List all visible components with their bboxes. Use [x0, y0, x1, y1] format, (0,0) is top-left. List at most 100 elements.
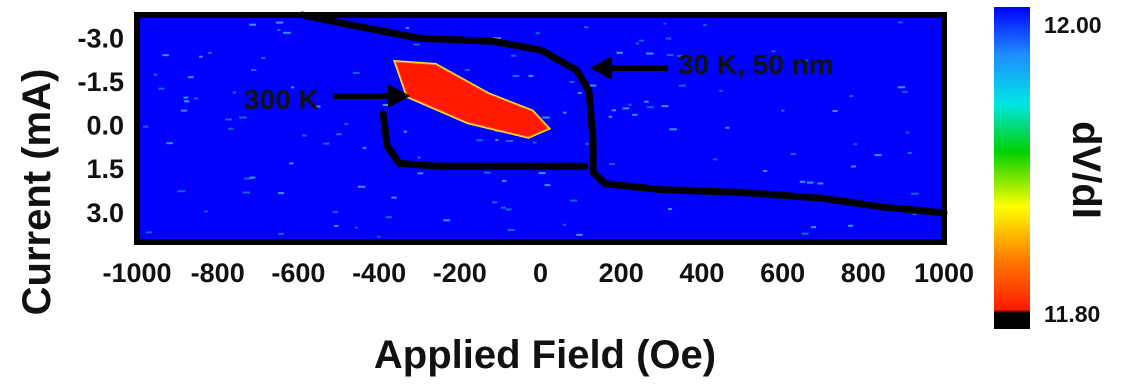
- heatmap-cell: [799, 180, 806, 183]
- heatmap-cell: [357, 185, 366, 188]
- heatmap-cell: [500, 206, 506, 209]
- heatmap-cell: [277, 29, 281, 31]
- heatmap-cell: [562, 111, 567, 114]
- heatmap-cell: [208, 51, 212, 54]
- heatmap-cell: [334, 225, 339, 227]
- heatmap-cell: [507, 228, 515, 231]
- x-tick-label: 600: [760, 258, 805, 288]
- heatmap-cell: [162, 54, 169, 57]
- heatmap-cell: [807, 181, 814, 184]
- heatmap-cell: [646, 106, 654, 109]
- heatmap-cell: [417, 156, 421, 159]
- heatmap-cell: [143, 125, 149, 128]
- heatmap-cell: [244, 177, 252, 180]
- heatmap-cell: [505, 140, 514, 142]
- heatmap-cell: [194, 97, 199, 100]
- heatmap-cell: [849, 95, 854, 98]
- heatmap-cell: [562, 223, 567, 226]
- annotations-layer: 300 K 30 K, 50 nm: [244, 49, 834, 115]
- heatmap-cell: [611, 109, 616, 112]
- heatmap-cell: [158, 87, 165, 90]
- y-tick-label: 1.5: [86, 154, 124, 184]
- heatmap-cell: [204, 210, 208, 213]
- heatmap-cell: [153, 73, 158, 76]
- y-axis-ticks: -3.0 -1.5 0.0 1.5 3.0: [77, 23, 124, 228]
- heatmap-cell: [666, 54, 674, 57]
- colorbar-gradient: [994, 7, 1030, 329]
- heatmap-cell: [632, 113, 638, 116]
- y-tick-label: -1.5: [77, 67, 124, 97]
- x-tick-label: -800: [191, 258, 245, 288]
- heatmap-cell: [177, 190, 186, 193]
- switching-curve-1: [298, 11, 948, 217]
- heatmap-cell: [725, 126, 730, 129]
- heatmap-cell: [907, 152, 913, 154]
- x-tick-label: -400: [352, 258, 406, 288]
- heatmap-cell: [332, 211, 339, 214]
- heatmap-cell: [665, 37, 672, 40]
- heatmap-cell: [532, 141, 537, 144]
- x-tick-label: -200: [433, 258, 487, 288]
- heatmap-cell: [501, 179, 507, 182]
- heatmap-cell: [719, 89, 723, 92]
- x-tick-label: -1000: [102, 258, 171, 288]
- heatmap-cell: [443, 219, 451, 222]
- heatmap-cell: [249, 23, 256, 26]
- heatmap-cell: [576, 233, 583, 236]
- heatmap-cell: [577, 92, 582, 94]
- heatmap-cell: [570, 199, 578, 202]
- heatmap-cell: [493, 37, 501, 40]
- heatmap-cell: [199, 55, 203, 58]
- heatmap-cell: [644, 100, 649, 103]
- heatmap-cell: [344, 122, 349, 125]
- heatmap-cell: [817, 182, 824, 185]
- x-tick-label: -600: [271, 258, 325, 288]
- heatmap-cell: [898, 21, 903, 24]
- heatmap-cell: [851, 165, 856, 168]
- heatmap-cell: [790, 153, 797, 156]
- annotation-300k-arrowhead: [388, 84, 410, 108]
- x-axis-title: Applied Field (Oe): [374, 333, 716, 377]
- heatmap-cell: [146, 231, 153, 234]
- heatmap-cell: [669, 128, 677, 131]
- heatmap-cell: [278, 192, 285, 195]
- heatmap-cell: [166, 142, 173, 145]
- heatmap-cell: [535, 32, 541, 35]
- heatmap-cell: [291, 86, 295, 89]
- colorbar-title: dV/dI: [1064, 121, 1108, 219]
- heatmap-cell: [275, 21, 284, 24]
- heatmap-cell: [639, 39, 645, 42]
- heatmap-cell: [678, 84, 686, 87]
- heatmap-cell: [803, 59, 808, 62]
- heatmap-cell: [505, 208, 512, 211]
- heatmap-cell: [585, 142, 589, 145]
- heatmap-cell: [495, 139, 499, 142]
- heatmap-cell: [622, 107, 630, 110]
- heatmap-cell: [635, 42, 639, 45]
- heatmap-cell: [278, 232, 284, 235]
- heatmap-cell: [677, 55, 683, 57]
- y-tick-label: -3.0: [77, 23, 124, 53]
- heatmap-cell: [377, 235, 381, 238]
- colorbar-max-label: 12.00: [1044, 12, 1102, 38]
- heatmap-cell: [569, 81, 575, 83]
- heatmap-cell: [781, 109, 785, 112]
- x-axis-ticks: -1000 -800 -600 -400 -200 0 200 400 600 800 1000: [102, 258, 974, 288]
- heatmap-cell: [811, 226, 816, 229]
- heatmap-cell: [902, 90, 908, 93]
- heatmap-cell: [832, 110, 838, 112]
- annotation-300k: 300 K: [244, 84, 319, 115]
- heatmap-cell: [283, 31, 291, 34]
- heatmap-cell: [335, 133, 342, 136]
- plot-area: [134, 11, 948, 245]
- heatmap-cell: [512, 75, 520, 77]
- heatmap-cell: [188, 76, 194, 79]
- y-tick-label: 3.0: [86, 198, 124, 228]
- heatmap-cell: [225, 118, 232, 121]
- heatmap-cell: [911, 192, 919, 195]
- heatmap-cell: [323, 142, 330, 145]
- heatmap-cell: [542, 116, 550, 119]
- heatmap-cell: [544, 184, 551, 187]
- colorbar: 12.00 11.80 dV/dI: [994, 7, 1108, 329]
- colorbar-min-label: 11.80: [1044, 301, 1100, 327]
